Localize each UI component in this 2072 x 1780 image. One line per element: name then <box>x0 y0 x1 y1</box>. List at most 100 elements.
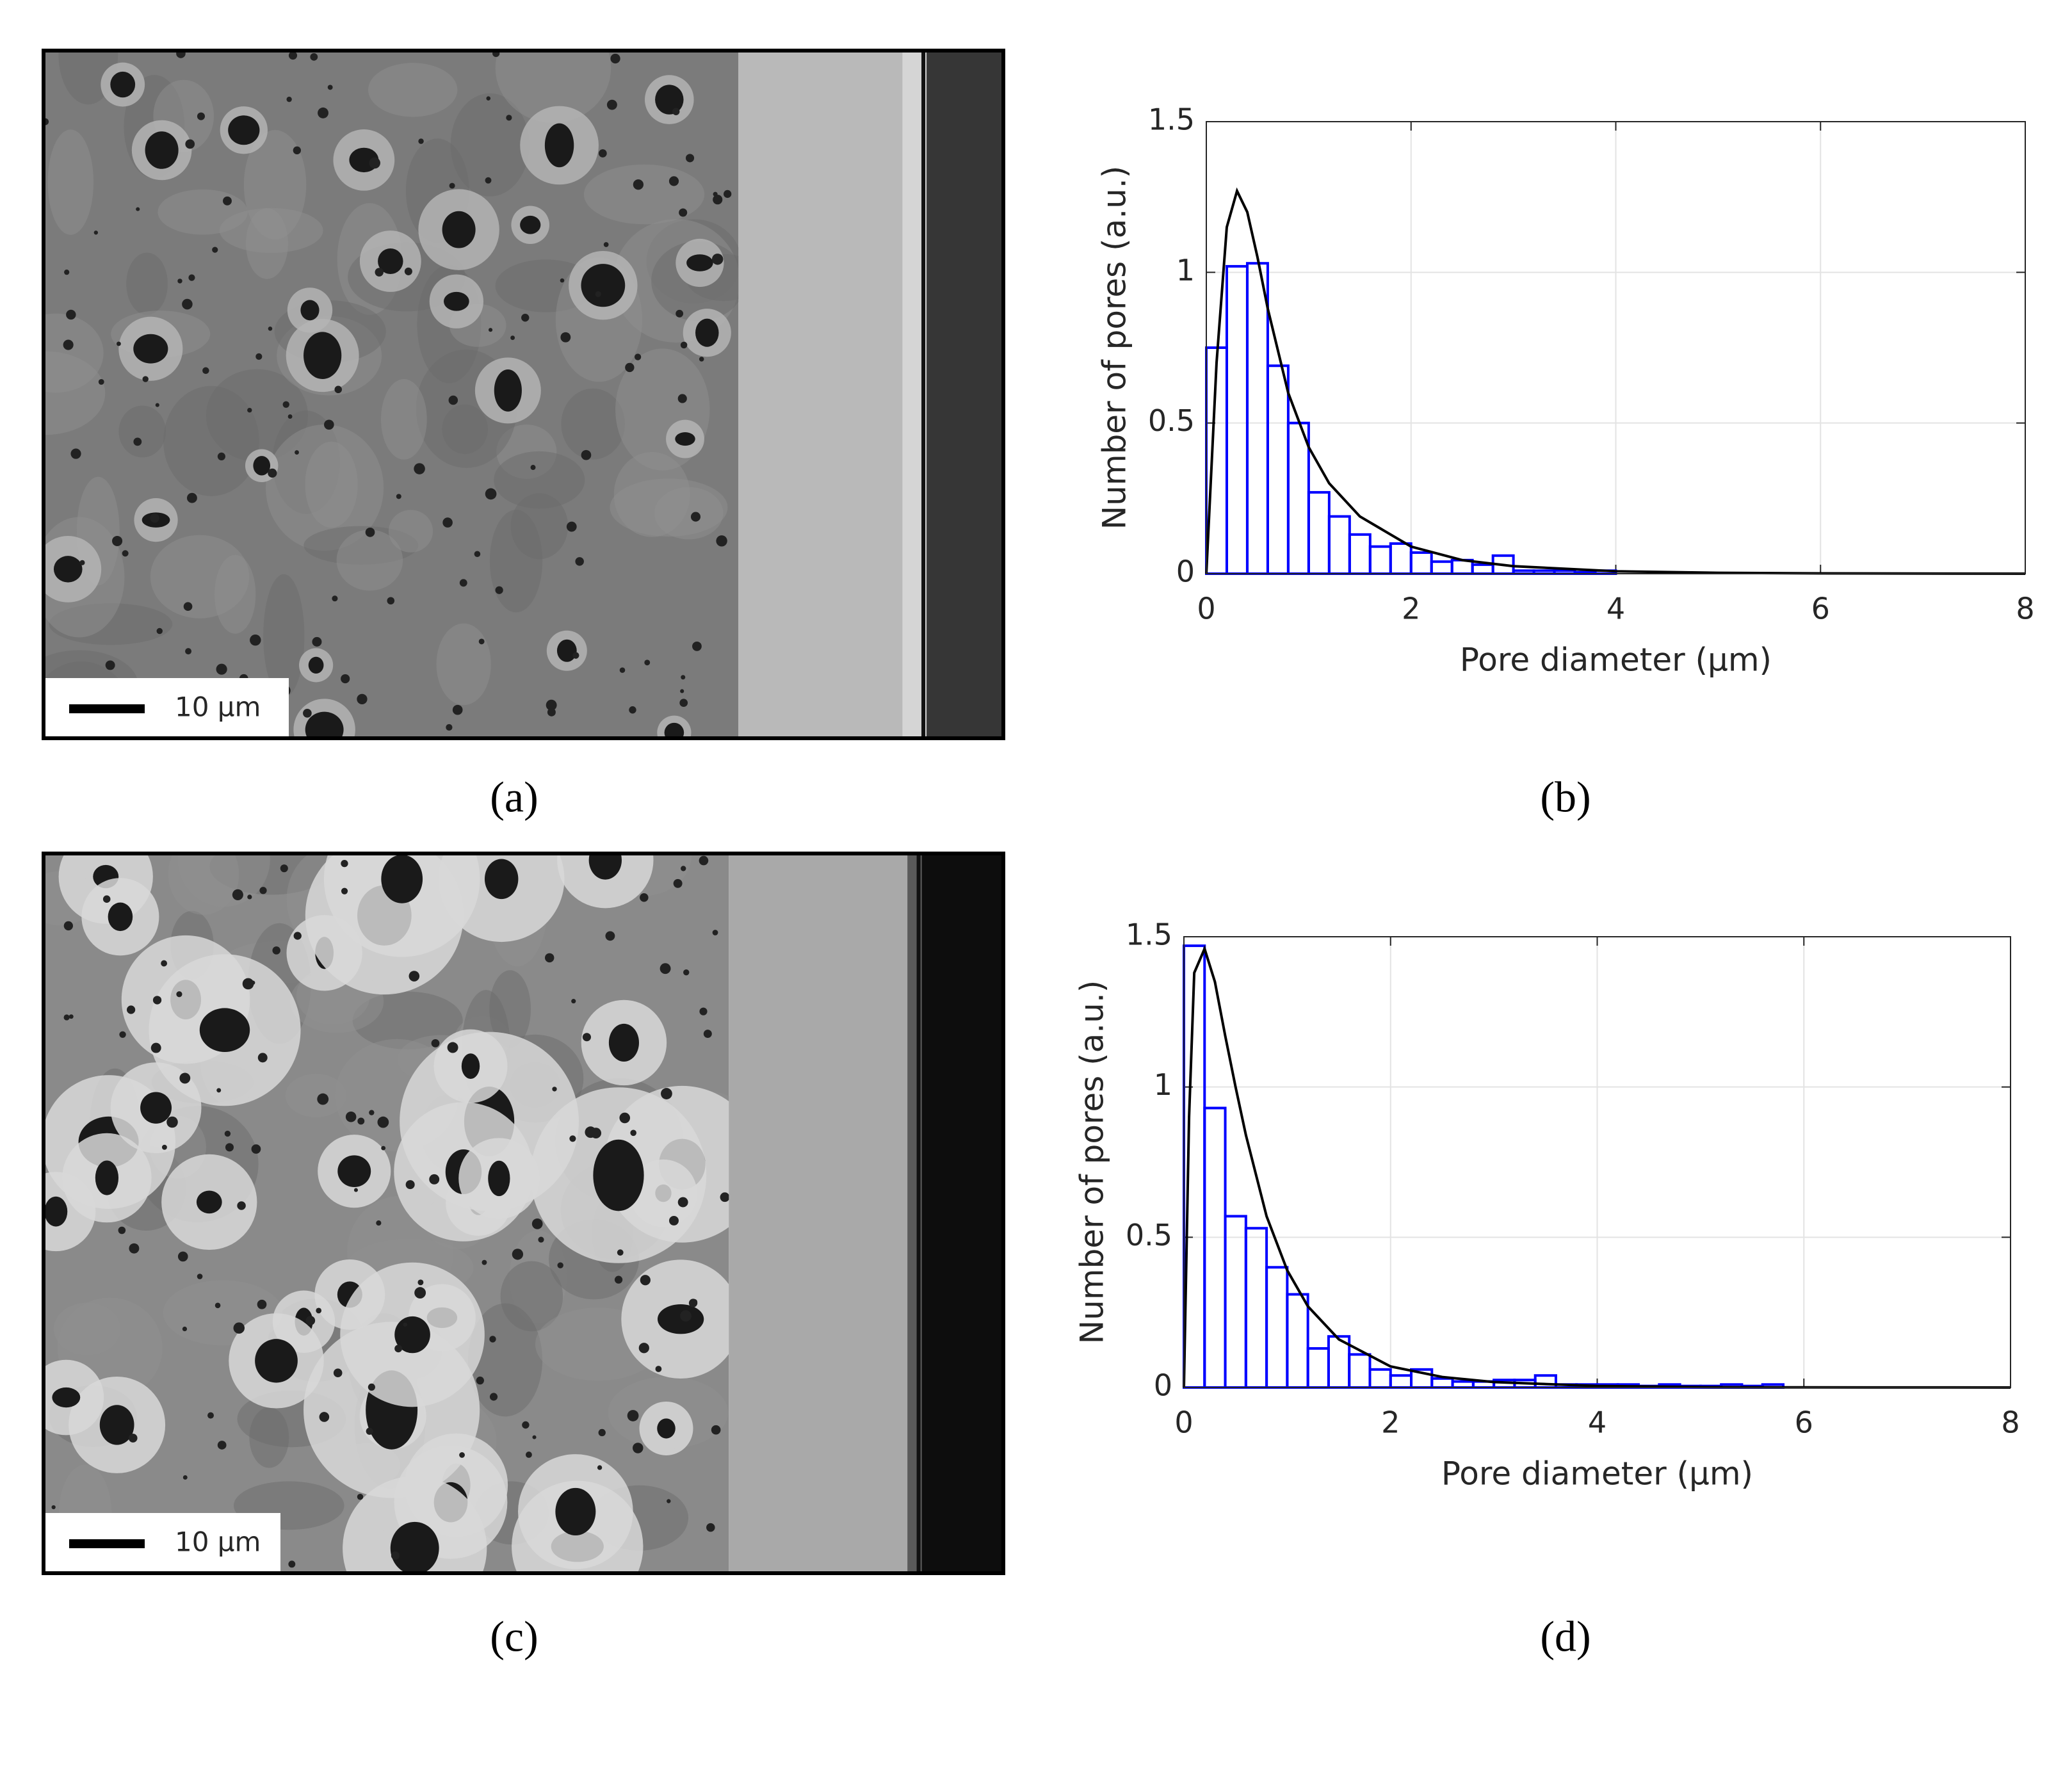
pore <box>378 248 403 275</box>
small-pore <box>683 969 690 976</box>
x-tick-label: 4 <box>1588 1405 1607 1440</box>
small-pore <box>79 560 85 565</box>
small-pore <box>634 353 642 360</box>
y-tick-label: 1 <box>1154 1067 1172 1102</box>
small-pore <box>369 1110 375 1115</box>
small-pore <box>510 336 515 340</box>
small-pore <box>667 1499 671 1503</box>
x-axis-label: Pore diameter (μm) <box>1441 1455 1753 1493</box>
small-pore <box>318 107 328 118</box>
small-pore <box>242 978 254 990</box>
y-tick-label: 1.5 <box>1126 918 1172 952</box>
y-tick-label: 0.5 <box>1148 403 1195 438</box>
small-pore <box>546 699 557 711</box>
small-pore <box>250 634 261 646</box>
small-pore <box>686 154 695 163</box>
y-tick-label: 0 <box>1176 554 1195 589</box>
pore <box>593 1139 644 1211</box>
small-pore <box>293 932 302 940</box>
small-pore <box>569 1135 576 1142</box>
texture <box>368 63 458 117</box>
small-pore <box>449 182 455 189</box>
small-pore <box>605 931 615 941</box>
small-pore <box>681 675 686 680</box>
small-pore <box>668 176 679 186</box>
panel-label: (a) <box>490 773 538 821</box>
small-pore <box>522 1421 530 1429</box>
small-pore <box>625 362 635 373</box>
small-pore <box>197 112 206 120</box>
small-pore <box>597 1465 603 1470</box>
small-pore <box>403 1322 407 1327</box>
x-tick-label: 2 <box>1381 1405 1400 1440</box>
small-pore <box>606 99 617 110</box>
x-tick-label: 0 <box>1197 592 1215 626</box>
small-pore <box>547 708 556 716</box>
pore <box>196 1190 222 1214</box>
small-pore <box>136 207 140 211</box>
small-pore <box>495 586 503 594</box>
pore <box>337 1155 371 1187</box>
small-pore <box>183 602 193 611</box>
small-pore <box>485 488 497 500</box>
micrograph: 10 μm <box>44 854 1003 1573</box>
pore <box>675 432 695 446</box>
x-tick-label: 6 <box>1795 1405 1813 1440</box>
small-pore <box>679 699 688 708</box>
small-pore <box>486 96 491 101</box>
small-pore <box>182 1326 188 1332</box>
texture <box>495 51 611 123</box>
fit-curve <box>1205 187 2026 575</box>
small-pore <box>595 291 601 297</box>
small-pore <box>489 1336 496 1343</box>
pore <box>695 318 719 347</box>
small-pore <box>217 452 225 460</box>
x-axis-label: Pore diameter (μm) <box>1460 642 1772 679</box>
small-pore <box>532 1435 537 1439</box>
texture <box>150 535 250 619</box>
small-pore <box>633 1443 643 1453</box>
small-pore <box>691 1299 698 1306</box>
pore <box>581 264 626 307</box>
small-pore <box>316 1307 322 1314</box>
small-pore <box>69 1014 74 1019</box>
small-pore <box>713 195 723 205</box>
pore <box>145 131 179 169</box>
small-pore <box>644 659 651 666</box>
small-pore <box>376 1220 382 1226</box>
small-pore <box>247 894 252 900</box>
texture <box>47 129 94 235</box>
small-pore <box>545 953 554 963</box>
small-pore <box>182 1475 188 1480</box>
small-pore <box>251 980 255 985</box>
small-pore <box>610 53 620 64</box>
background <box>921 854 1003 1573</box>
small-pore <box>699 855 709 866</box>
y-tick-label: 1 <box>1176 253 1195 287</box>
small-pore <box>188 274 195 281</box>
small-pore <box>232 889 243 901</box>
small-pore <box>64 270 70 275</box>
small-pore <box>633 179 644 190</box>
small-pore <box>638 1343 649 1354</box>
small-pore <box>286 97 292 102</box>
small-pore <box>185 648 192 655</box>
small-pore <box>418 138 424 144</box>
oxide-layer <box>738 51 903 738</box>
small-pore <box>706 1523 715 1532</box>
small-pore <box>681 866 686 871</box>
pore <box>556 639 577 662</box>
small-pore <box>247 407 252 413</box>
small-pore <box>129 1243 140 1254</box>
fit-curve <box>1183 945 2011 1389</box>
small-pore <box>176 991 182 998</box>
small-pore <box>712 930 718 935</box>
small-pore <box>478 638 485 645</box>
small-pore <box>366 1427 373 1435</box>
interface-edge <box>916 854 921 1573</box>
pore <box>44 1196 68 1227</box>
small-pore <box>63 1014 70 1021</box>
small-pore <box>581 449 592 460</box>
small-pore <box>617 1249 624 1256</box>
pore <box>444 291 469 311</box>
